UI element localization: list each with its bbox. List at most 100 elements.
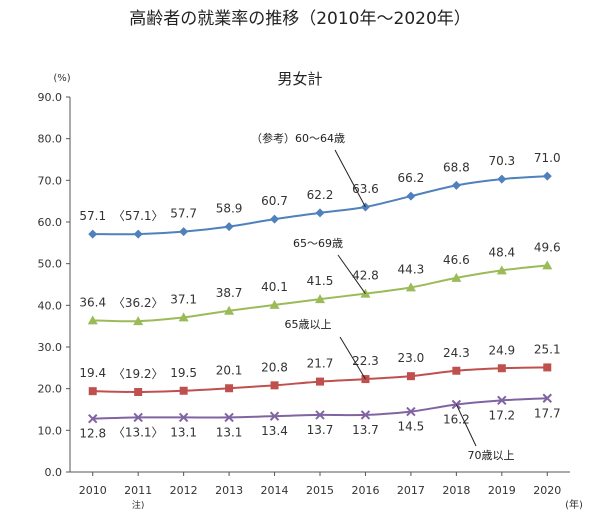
x-tick-label: 2017 bbox=[397, 484, 425, 497]
series-name-label: 65歳以上 bbox=[285, 318, 332, 331]
data-label: 16.2 bbox=[443, 413, 470, 427]
data-label: 48.4 bbox=[488, 245, 515, 259]
y-tick-label: 30.0 bbox=[38, 341, 63, 354]
x-tick-label: 2020 bbox=[533, 484, 561, 497]
data-point bbox=[542, 171, 552, 181]
data-label: 〈19.2〉 bbox=[113, 367, 164, 381]
data-label: 70.3 bbox=[488, 154, 515, 168]
x-tick-label: 2010 bbox=[79, 484, 107, 497]
data-label: 20.8 bbox=[261, 360, 288, 374]
data-label: 〈57.1〉 bbox=[113, 209, 164, 223]
data-point bbox=[405, 282, 416, 292]
data-point bbox=[542, 260, 553, 270]
series-3: 19.4 〈19.2〉 19.5 20.1 20.8 21.7 22.3 23.0 24.3 24… bbox=[79, 342, 561, 396]
data-point bbox=[269, 299, 280, 309]
data-point bbox=[497, 364, 506, 373]
data-label: 22.3 bbox=[352, 354, 379, 368]
x-tick-label: 2014 bbox=[261, 484, 289, 497]
data-label: 44.3 bbox=[398, 262, 425, 276]
data-label: 12.8 bbox=[79, 427, 106, 441]
series-line bbox=[92, 175, 548, 236]
data-label: 68.8 bbox=[443, 160, 470, 174]
data-point bbox=[179, 386, 188, 395]
data-label: 19.4 bbox=[79, 366, 106, 380]
data-point bbox=[360, 410, 371, 420]
data-label: 19.5 bbox=[170, 366, 197, 380]
x-tick-note: 注) bbox=[132, 499, 145, 511]
leader-line bbox=[337, 254, 366, 294]
data-point bbox=[316, 377, 324, 386]
data-label: 21.7 bbox=[307, 357, 334, 371]
data-point bbox=[134, 388, 143, 396]
data-label: 41.5 bbox=[307, 274, 334, 288]
y-tick-label: 40.0 bbox=[38, 299, 63, 312]
data-label: 57.1 bbox=[79, 209, 106, 223]
data-label: 57.7 bbox=[170, 207, 197, 221]
data-label: 23.0 bbox=[398, 351, 425, 365]
data-label: 58.9 bbox=[216, 202, 243, 216]
data-label: 13.1 bbox=[170, 425, 197, 439]
chart-title: 高齢者の就業率の推移（2010年～2020年） bbox=[129, 9, 471, 29]
data-point bbox=[270, 381, 279, 390]
data-label: 66.2 bbox=[398, 171, 425, 185]
data-point bbox=[224, 412, 234, 423]
data-point bbox=[543, 363, 552, 372]
x-tick-label: 2015 bbox=[306, 484, 334, 497]
y-tick-label: 10.0 bbox=[38, 424, 63, 437]
data-point bbox=[270, 214, 280, 224]
x-tick-label: 2019 bbox=[488, 484, 516, 497]
series-name-label: （参考）60～64歳 bbox=[251, 131, 345, 145]
data-point bbox=[224, 222, 234, 232]
data-point bbox=[496, 265, 507, 275]
data-point bbox=[451, 180, 461, 190]
data-point bbox=[179, 227, 189, 237]
data-point bbox=[225, 384, 234, 393]
y-axis-unit: (%) bbox=[53, 73, 70, 84]
data-label: 20.1 bbox=[216, 363, 243, 377]
data-point bbox=[406, 406, 416, 417]
data-point bbox=[542, 393, 552, 403]
y-tick-label: 20.0 bbox=[38, 383, 63, 396]
data-label: 25.1 bbox=[534, 342, 561, 356]
y-tick-label: 80.0 bbox=[38, 133, 63, 146]
x-axis-unit: (年) bbox=[565, 498, 583, 511]
data-point bbox=[452, 366, 461, 375]
data-point bbox=[133, 316, 144, 326]
data-label: 13.7 bbox=[307, 423, 334, 437]
data-label: 24.3 bbox=[443, 346, 470, 360]
series-1: 57.1 〈57.1〉 57.7 58.9 60.7 62.2 63.6 66.2 68.8 70… bbox=[79, 151, 561, 239]
series-2: 36.4 〈36.2〉 37.1 38.7 40.1 41.5 42.8 44.3 46.6 48… bbox=[79, 240, 561, 326]
series-name-label: 65～69歳 bbox=[293, 237, 343, 250]
data-point bbox=[88, 387, 97, 396]
x-tick-label: 2016 bbox=[351, 484, 379, 497]
data-point bbox=[178, 412, 189, 423]
data-point bbox=[406, 372, 415, 381]
y-tick-label: 90.0 bbox=[38, 91, 63, 104]
data-label: 62.2 bbox=[307, 188, 334, 202]
data-label: 63.6 bbox=[352, 182, 379, 196]
data-label: 36.4 bbox=[79, 295, 106, 309]
x-tick-label: 2013 bbox=[215, 484, 243, 497]
x-tick-label: 2018 bbox=[442, 484, 470, 497]
data-point bbox=[497, 174, 507, 184]
data-point bbox=[406, 191, 416, 201]
y-tick-label: 50.0 bbox=[38, 258, 63, 271]
data-label: 13.1 bbox=[216, 425, 243, 439]
data-point bbox=[315, 294, 325, 304]
data-point bbox=[224, 305, 235, 315]
data-point bbox=[178, 312, 189, 322]
leader-line bbox=[455, 404, 477, 447]
data-label: 〈13.1〉 bbox=[113, 425, 164, 439]
x-tick-label: 2012 bbox=[170, 484, 198, 497]
y-tick-label: 60.0 bbox=[38, 216, 63, 229]
data-point bbox=[497, 395, 507, 406]
data-label: 17.7 bbox=[534, 406, 561, 420]
data-label: 24.9 bbox=[488, 343, 515, 357]
data-point bbox=[315, 208, 325, 218]
data-label: 40.1 bbox=[261, 280, 288, 294]
data-point bbox=[88, 229, 98, 239]
data-label: 71.0 bbox=[534, 151, 561, 165]
data-label: 13.7 bbox=[352, 423, 379, 437]
data-label: 49.6 bbox=[534, 240, 561, 254]
